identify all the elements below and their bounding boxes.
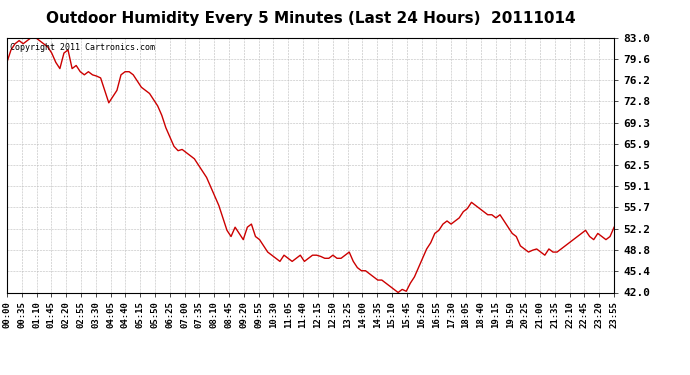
Text: Copyright 2011 Cartronics.com: Copyright 2011 Cartronics.com [10, 43, 155, 52]
Text: Outdoor Humidity Every 5 Minutes (Last 24 Hours)  20111014: Outdoor Humidity Every 5 Minutes (Last 2… [46, 11, 575, 26]
